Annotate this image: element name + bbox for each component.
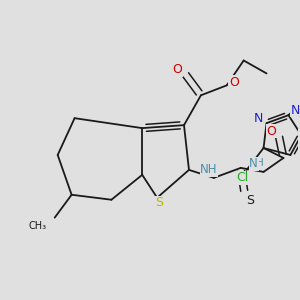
Text: S: S [155, 196, 163, 209]
Text: N: N [254, 112, 263, 125]
Text: O: O [267, 124, 277, 138]
Text: Cl: Cl [237, 171, 249, 184]
Text: O: O [172, 63, 182, 76]
Text: NH: NH [200, 164, 218, 176]
Text: O: O [229, 76, 239, 89]
Text: N: N [249, 158, 258, 170]
Text: N: N [291, 104, 300, 117]
Text: S: S [246, 194, 254, 207]
Text: CH₃: CH₃ [28, 220, 47, 231]
Text: H: H [256, 158, 263, 168]
